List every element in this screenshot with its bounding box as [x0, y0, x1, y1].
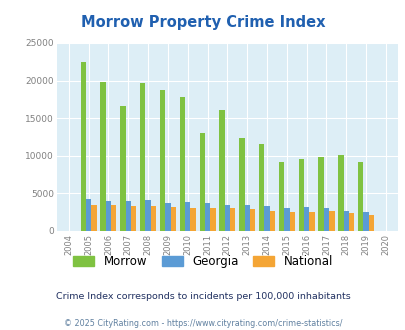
Bar	[190, 208, 195, 231]
Text: Crime Index corresponds to incidents per 100,000 inhabitants: Crime Index corresponds to incidents per…	[55, 292, 350, 301]
Bar	[289, 212, 294, 231]
Bar	[91, 205, 96, 231]
Bar	[343, 212, 348, 231]
Bar	[145, 200, 150, 231]
Bar	[100, 82, 105, 231]
Bar	[150, 206, 156, 231]
Bar	[170, 207, 175, 231]
Bar	[210, 209, 215, 231]
Bar	[179, 97, 185, 231]
Bar	[130, 206, 136, 231]
Bar	[357, 162, 362, 231]
Bar	[185, 202, 190, 231]
Bar	[205, 203, 210, 231]
Bar	[165, 203, 170, 231]
Bar	[284, 208, 289, 231]
Bar	[278, 162, 284, 231]
Bar	[80, 62, 86, 231]
Bar	[199, 133, 205, 231]
Bar	[160, 90, 165, 231]
Bar	[140, 83, 145, 231]
Bar	[348, 213, 354, 231]
Bar	[298, 159, 303, 231]
Bar	[125, 201, 130, 231]
Bar	[249, 209, 255, 231]
Bar	[230, 209, 235, 231]
Bar	[362, 212, 368, 231]
Legend: Morrow, Georgia, National: Morrow, Georgia, National	[73, 255, 332, 268]
Bar	[105, 201, 111, 231]
Text: Morrow Property Crime Index: Morrow Property Crime Index	[81, 15, 324, 30]
Bar	[264, 206, 269, 231]
Bar	[111, 205, 116, 231]
Bar	[323, 209, 328, 231]
Bar	[86, 199, 91, 231]
Text: © 2025 CityRating.com - https://www.cityrating.com/crime-statistics/: © 2025 CityRating.com - https://www.city…	[64, 319, 341, 328]
Bar	[219, 110, 224, 231]
Bar	[120, 106, 125, 231]
Bar	[318, 156, 323, 231]
Bar	[309, 212, 314, 231]
Bar	[337, 155, 343, 231]
Bar	[244, 205, 249, 231]
Bar	[239, 139, 244, 231]
Bar	[368, 215, 373, 231]
Bar	[328, 212, 334, 231]
Bar	[269, 211, 274, 231]
Bar	[303, 207, 309, 231]
Bar	[258, 145, 264, 231]
Bar	[224, 205, 230, 231]
